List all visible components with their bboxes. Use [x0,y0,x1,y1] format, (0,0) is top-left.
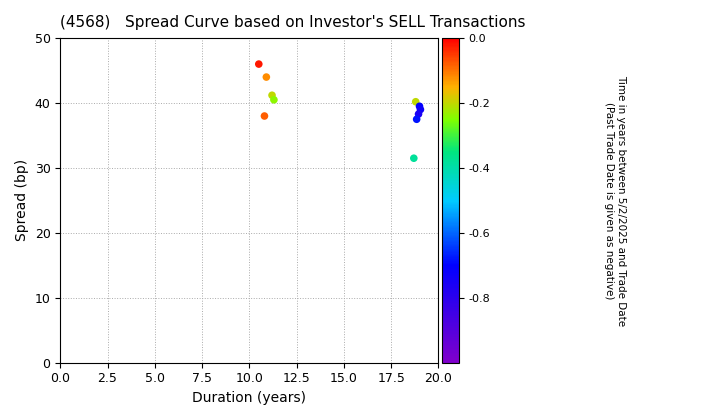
Point [410,98,421,105]
Y-axis label: Spread (bp): Spread (bp) [15,159,29,242]
Point [268,97,279,103]
Text: (4568)   Spread Curve based on Investor's SELL Transactions: (4568) Spread Curve based on Investor's … [60,15,526,30]
Point [411,116,423,123]
Point [413,111,424,118]
X-axis label: Duration (years): Duration (years) [192,391,306,405]
Y-axis label: Time in years between 5/2/2025 and Trade Date
(Past Trade Date is given as negat: Time in years between 5/2/2025 and Trade… [604,75,626,326]
Point [408,155,420,162]
Point [266,92,278,99]
Point [414,103,426,110]
Point [261,74,272,80]
Point [258,113,270,119]
Point [253,61,264,68]
Point [415,106,426,113]
